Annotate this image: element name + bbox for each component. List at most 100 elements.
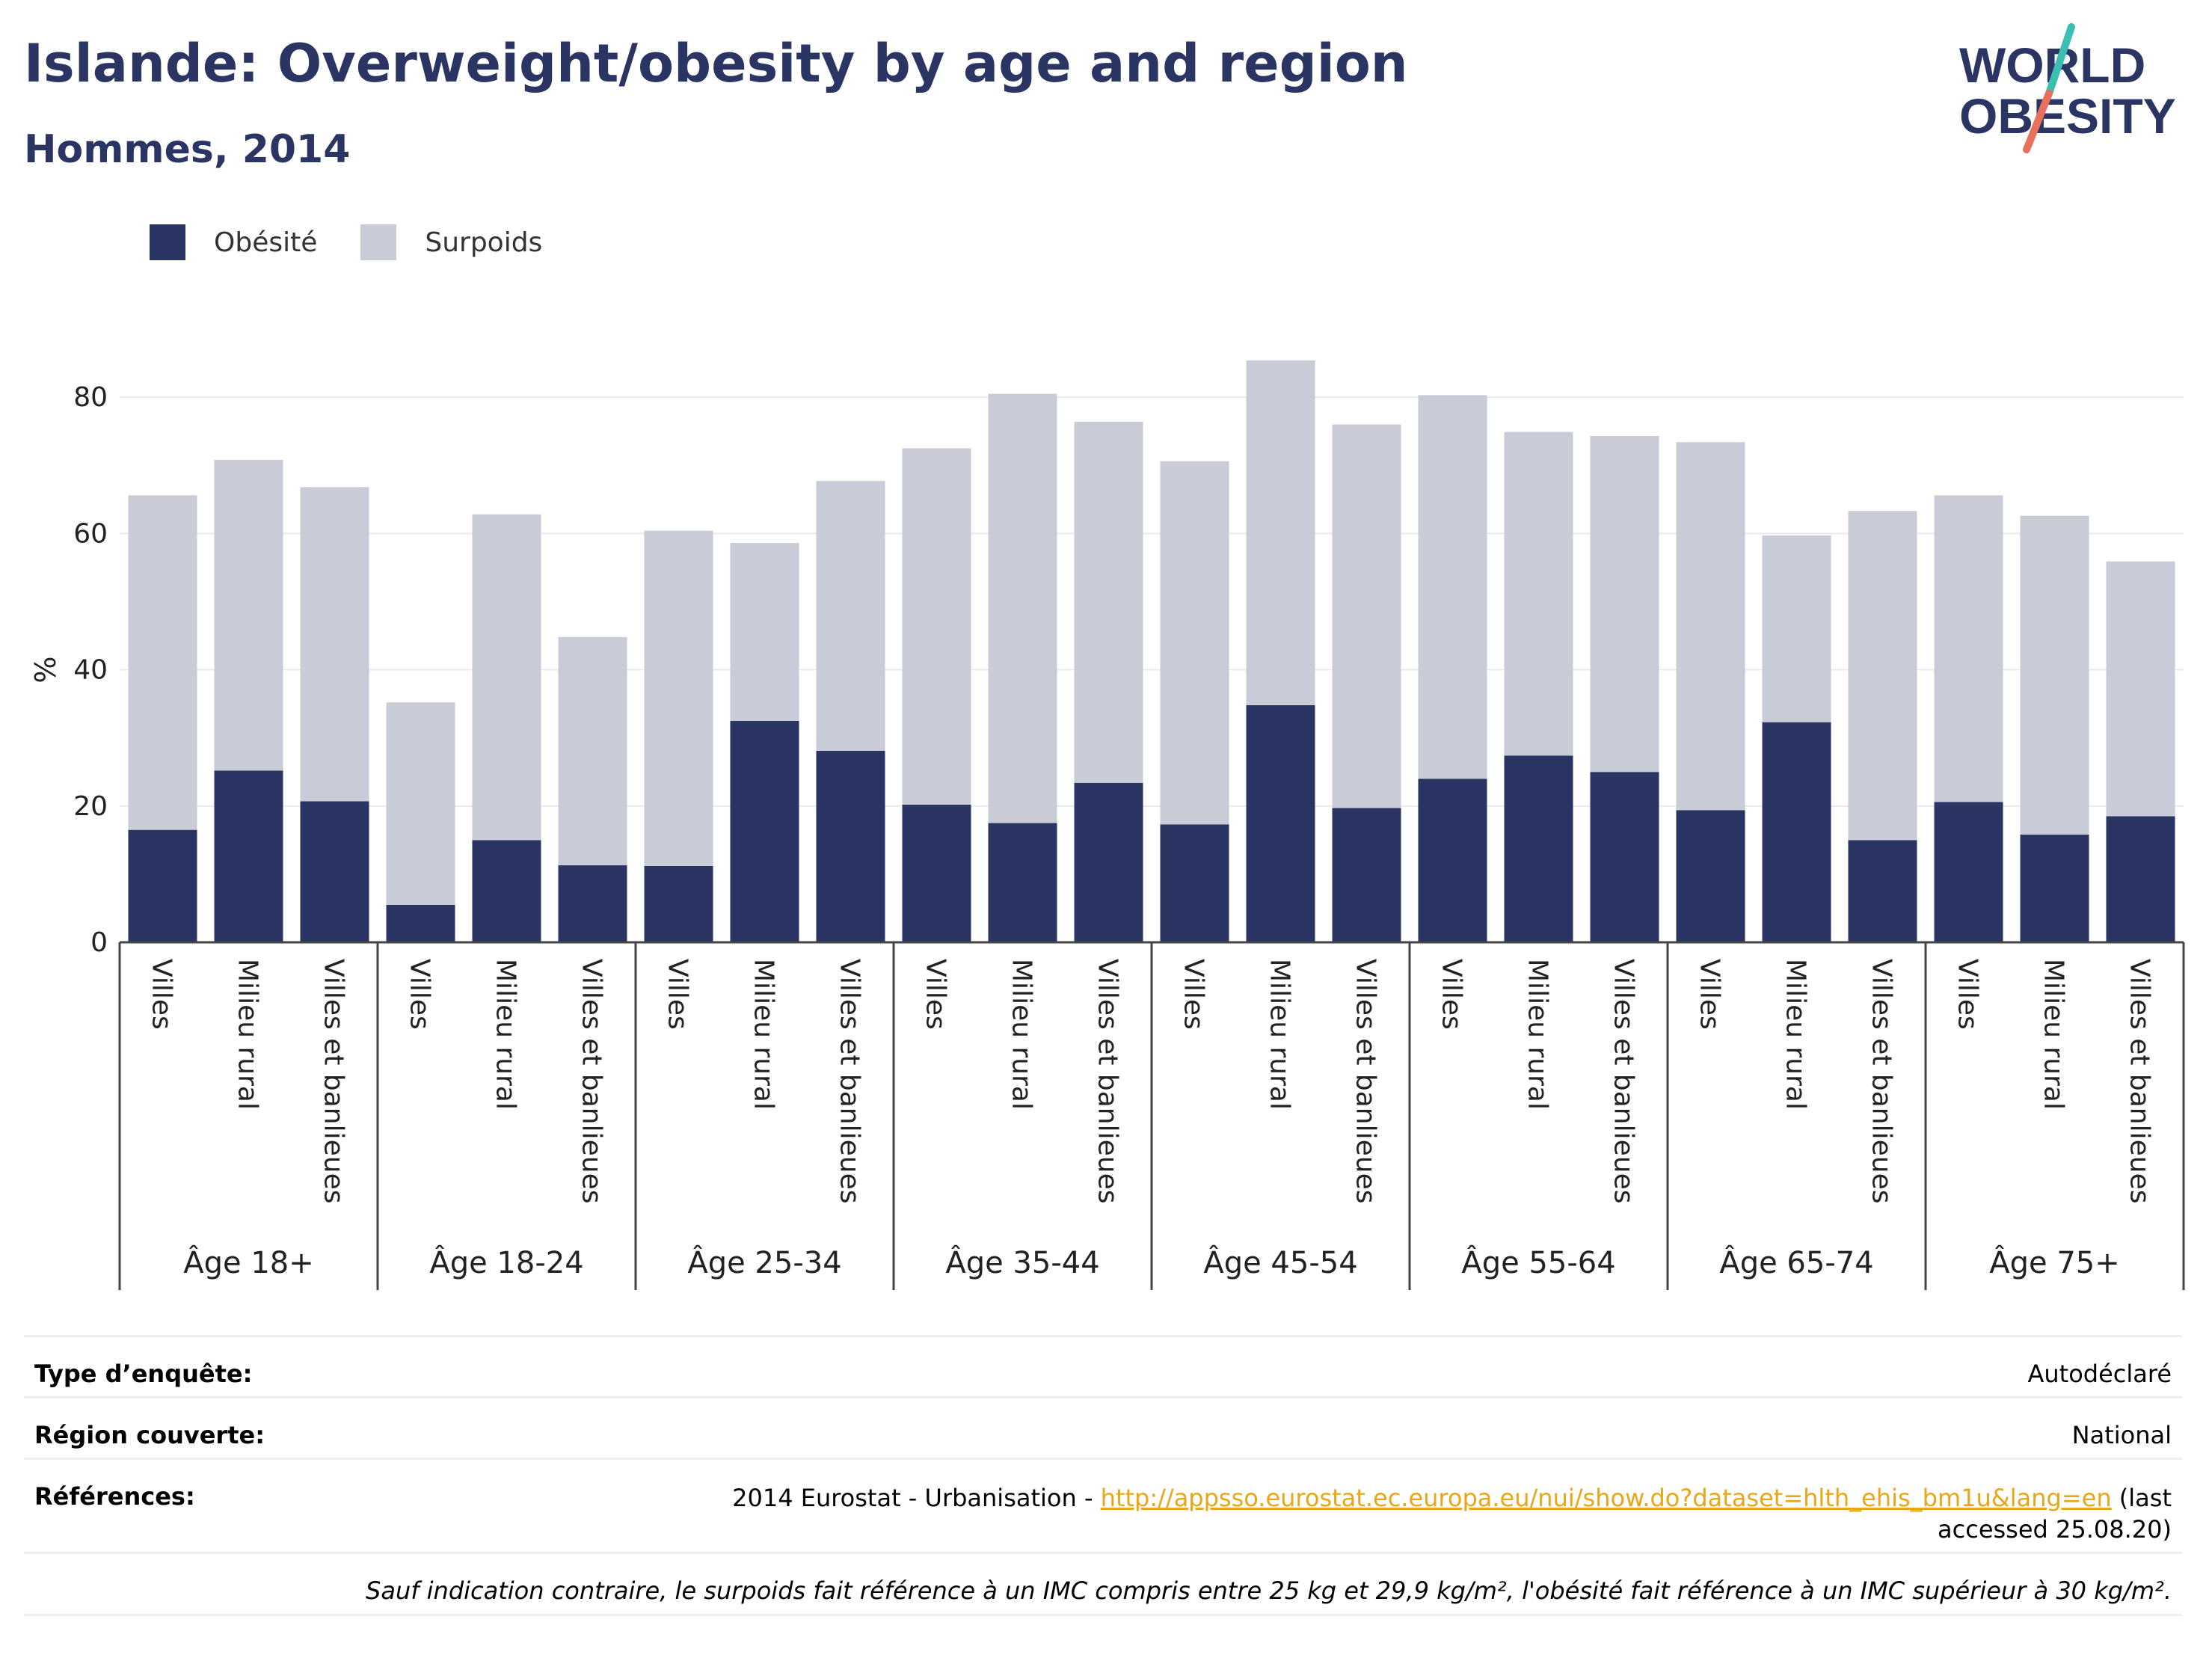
bar-obesity xyxy=(472,840,541,942)
bar-overweight xyxy=(386,702,455,905)
bar-obesity xyxy=(1332,808,1401,942)
bar-overweight xyxy=(644,530,713,866)
x-subcategory-label: Villes xyxy=(405,959,435,1030)
x-subcategory-label: Villes xyxy=(1953,959,1983,1030)
x-subcategory-label: Villes xyxy=(921,959,951,1030)
y-tick-label: 20 xyxy=(73,791,108,822)
bar-overweight xyxy=(1590,436,1659,773)
info-row-references: Références: 2014 Eurostat - Urbanisation… xyxy=(24,1458,2182,1552)
x-subcategory-label: Villes et banlieues xyxy=(1867,959,1897,1204)
info-row-survey-type: Type d’enquête: Autodéclaré xyxy=(24,1335,2182,1396)
survey-info-table: Type d’enquête: Autodéclaré Région couve… xyxy=(24,1335,2182,1616)
bar-obesity xyxy=(988,823,1057,942)
bar-overweight xyxy=(214,459,283,771)
references-suffix: (last accessed 25.08.20) xyxy=(1938,1484,2172,1544)
bar-overweight xyxy=(816,481,885,751)
x-group-label: Âge 65-74 xyxy=(1719,1244,1873,1280)
x-group-label: Âge 25-34 xyxy=(687,1244,841,1280)
x-subcategory-label: Milieu rural xyxy=(491,959,521,1110)
bar-obesity xyxy=(1074,782,1143,942)
bar-obesity xyxy=(1160,824,1229,942)
bar-obesity xyxy=(902,804,971,942)
x-subcategory-label: Villes et banlieues xyxy=(577,959,607,1204)
legend-label-obesity: Obésité xyxy=(214,227,318,258)
x-subcategory-label: Milieu rural xyxy=(1523,959,1553,1110)
legend-item-overweight[interactable]: Surpoids xyxy=(360,224,542,260)
bar-overweight xyxy=(2106,561,2175,817)
x-group-label: Âge 18-24 xyxy=(429,1244,583,1280)
bar-overweight xyxy=(1160,461,1229,825)
x-subcategory-label: Milieu rural xyxy=(1781,959,1811,1110)
legend-label-overweight: Surpoids xyxy=(425,227,543,258)
bar-overweight xyxy=(902,448,971,805)
bar-overweight xyxy=(1418,395,1487,779)
bar-obesity xyxy=(816,750,885,942)
bar-obesity xyxy=(558,865,627,942)
x-group-label: Âge 75+ xyxy=(1989,1244,2120,1280)
x-subcategory-label: Villes et banlieues xyxy=(1609,959,1639,1204)
logo-slash-coral-icon xyxy=(2023,90,2053,153)
x-subcategory-label: Villes xyxy=(663,959,693,1030)
stacked-bar-chart: 0 20 40 60 80% Villes Milieu rural Villes et ba… xyxy=(29,360,2185,1290)
legend-item-obesity[interactable]: Obésité xyxy=(150,224,317,260)
bar-overweight xyxy=(128,495,197,830)
references-prefix: 2014 Eurostat - Urbanisation - xyxy=(732,1484,1101,1512)
x-subcategory-label: Milieu rural xyxy=(749,959,779,1110)
bar-obesity xyxy=(2106,816,2175,942)
bar-obesity xyxy=(730,720,799,942)
bar-overweight xyxy=(558,636,627,866)
y-tick-label: 60 xyxy=(73,518,108,549)
info-row-note: Sauf indication contraire, le surpoids f… xyxy=(24,1552,2182,1616)
survey-type-value: Autodéclaré xyxy=(2027,1360,2172,1388)
bar-obesity xyxy=(1590,772,1659,942)
x-subcategory-label: Villes xyxy=(1695,959,1725,1030)
definition-note: Sauf indication contraire, le surpoids f… xyxy=(366,1576,2172,1605)
bar-overweight xyxy=(1074,421,1143,783)
bar-obesity xyxy=(1246,704,1315,942)
bar-obesity xyxy=(1418,779,1487,942)
logo-slash-teal-icon xyxy=(2045,23,2075,97)
bar-obesity xyxy=(214,770,283,942)
bar-overweight xyxy=(300,487,369,802)
bar-overweight xyxy=(472,514,541,841)
bar-overweight xyxy=(1762,535,1831,722)
bar-overweight xyxy=(988,393,1057,823)
x-subcategory-label: Milieu rural xyxy=(2039,959,2069,1110)
survey-type-label: Type d’enquête: xyxy=(34,1360,253,1388)
info-row-region: Région couverte: National xyxy=(24,1396,2182,1458)
bar-obesity xyxy=(1848,840,1917,942)
chart-title: Islande: Overweight/obesity by age and r… xyxy=(24,33,1408,94)
bar-obesity xyxy=(2020,835,2089,942)
bar-obesity xyxy=(300,801,369,942)
bar-obesity xyxy=(128,829,197,942)
logo-line2: OBESITY xyxy=(1959,88,2176,144)
x-group-label: Âge 45-54 xyxy=(1203,1244,1357,1280)
x-group-label: Âge 55-64 xyxy=(1461,1244,1615,1280)
bar-overweight xyxy=(1332,424,1401,808)
legend-swatch-overweight xyxy=(360,224,397,260)
y-tick-label: 80 xyxy=(73,382,108,413)
bar-overweight xyxy=(2020,515,2089,835)
x-subcategory-label: Villes et banlieues xyxy=(835,959,865,1204)
bar-obesity xyxy=(1762,722,1831,942)
bar-overweight xyxy=(1676,442,1745,811)
x-subcategory-label: Milieu rural xyxy=(233,959,263,1110)
x-subcategory-label: Villes xyxy=(147,959,177,1030)
bar-obesity xyxy=(1504,755,1573,942)
bar-obesity xyxy=(1934,802,2003,942)
references-link[interactable]: http://appsso.eurostat.ec.europa.eu/nui/… xyxy=(1100,1484,2112,1512)
x-subcategory-label: Villes et banlieues xyxy=(2125,959,2155,1204)
references-value: 2014 Eurostat - Urbanisation - http://ap… xyxy=(676,1482,2172,1552)
y-axis-label: % xyxy=(29,657,62,684)
references-label: Références: xyxy=(34,1482,195,1511)
bar-obesity xyxy=(1676,810,1745,942)
chart-legend: Obésité Surpoids xyxy=(150,224,586,260)
x-group-label: Âge 35-44 xyxy=(945,1244,1099,1280)
bar-obesity xyxy=(644,865,713,942)
region-label: Région couverte: xyxy=(34,1421,265,1449)
x-group-label: Âge 18+ xyxy=(183,1244,314,1280)
bar-overweight xyxy=(1934,495,2003,802)
x-subcategory-label: Villes xyxy=(1437,959,1467,1030)
x-subcategory-label: Villes et banlieues xyxy=(1093,959,1123,1204)
chart-subtitle: Hommes, 2014 xyxy=(24,127,351,172)
